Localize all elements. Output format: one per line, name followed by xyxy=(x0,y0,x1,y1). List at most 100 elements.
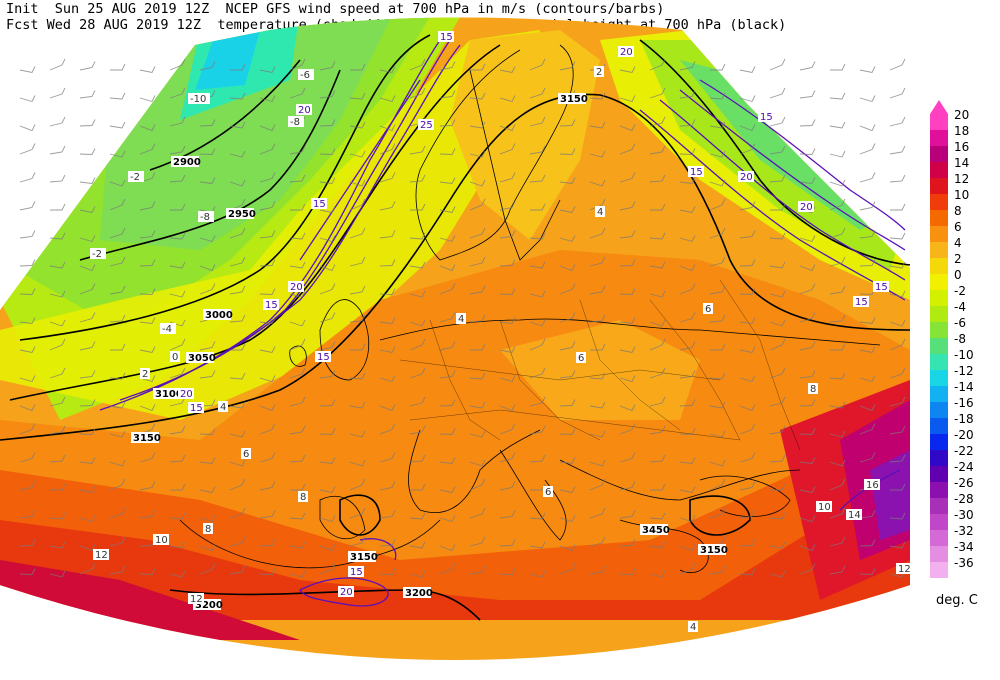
temperature-contour-label: 4 xyxy=(458,314,464,325)
wind-barb xyxy=(49,541,66,549)
height-contour-label: 3150 xyxy=(560,94,588,105)
wind-barb xyxy=(739,66,756,74)
wind-barb xyxy=(379,95,396,103)
temperature-contour-label: 4 xyxy=(597,207,603,218)
wind-barb xyxy=(499,230,516,239)
wind-barb xyxy=(709,150,726,158)
wind-barb xyxy=(859,66,876,74)
wind-barb xyxy=(889,512,906,520)
legend-label: 4 xyxy=(954,236,962,250)
wind-barb xyxy=(109,314,126,323)
legend-swatch xyxy=(930,370,948,386)
wind-barb xyxy=(319,235,336,243)
legend-label: -24 xyxy=(954,460,974,474)
wind-barb xyxy=(229,459,246,467)
wind-barb xyxy=(169,570,186,578)
legend-swatch xyxy=(930,258,948,274)
wind-barb xyxy=(259,201,276,211)
wind-barb xyxy=(589,430,606,438)
wind-barb xyxy=(679,119,696,127)
wind-barb xyxy=(259,481,276,491)
wind-barb xyxy=(49,174,66,183)
wind-barb xyxy=(469,198,486,211)
wind-barb xyxy=(169,87,186,99)
wind-barb xyxy=(769,454,786,463)
wind-barb xyxy=(409,367,426,379)
wind-barb xyxy=(589,459,606,467)
wind-barb xyxy=(199,428,216,435)
wind-barb xyxy=(559,264,576,272)
wind-barb xyxy=(349,121,366,129)
wind-barb xyxy=(439,515,456,523)
temperature-contour-label: 2 xyxy=(596,67,602,78)
label-background xyxy=(188,593,204,604)
wind-barb xyxy=(589,150,606,158)
wind-barb xyxy=(19,172,36,183)
legend-swatch xyxy=(930,402,948,418)
wind-barb xyxy=(139,124,156,132)
wind-barb xyxy=(619,259,636,267)
wind-barb xyxy=(79,563,96,575)
wind-barb xyxy=(469,314,486,323)
wind-barb xyxy=(109,150,126,158)
wind-barb xyxy=(799,148,816,155)
legend-label: -6 xyxy=(954,316,966,330)
wind-barb xyxy=(199,544,216,552)
label-background xyxy=(140,368,150,379)
legend-label: 20 xyxy=(954,108,970,122)
temperature-labels: -10 -8 -8 -6 -4 -2 -2 0 2 4 4 6 6 8 8 8 10 10 12 12 12 14 16 6 6… xyxy=(90,66,912,633)
temperature-contour-label: 8 xyxy=(205,524,211,535)
wind-barb xyxy=(49,425,66,435)
wind-barb xyxy=(529,290,546,298)
wind-barb xyxy=(469,536,486,547)
wind-barb xyxy=(499,452,516,463)
wind-barb xyxy=(49,367,66,379)
wind-barb xyxy=(409,570,426,578)
wind-barb xyxy=(439,283,456,295)
wind-barb xyxy=(739,317,756,324)
wind-barb xyxy=(739,481,756,491)
legend-label: -30 xyxy=(954,508,974,522)
wind-barb xyxy=(859,95,876,103)
height-contour-label: 3200 xyxy=(195,600,223,611)
wind-barb xyxy=(499,124,516,132)
wind-barb xyxy=(139,288,156,295)
wind-barb xyxy=(859,259,876,267)
wind-barb xyxy=(649,367,666,379)
wind-barb xyxy=(650,483,666,491)
wind-barb xyxy=(799,370,816,379)
label-background xyxy=(203,309,231,320)
wind-barb xyxy=(139,143,156,155)
wind-barb xyxy=(469,150,486,158)
wind-barb xyxy=(709,314,726,323)
legend-label: -2 xyxy=(954,284,966,298)
wind-barb xyxy=(289,512,306,520)
wind-barb xyxy=(409,87,426,99)
wind-barb xyxy=(439,312,456,323)
wind-barb xyxy=(289,319,306,327)
wind-barb xyxy=(139,66,156,74)
wind-barb xyxy=(589,227,606,239)
wind-barb xyxy=(79,515,96,523)
wind-barb xyxy=(889,541,906,549)
wind-barb xyxy=(379,259,396,267)
wind-barb xyxy=(49,396,66,407)
label-background xyxy=(153,534,169,545)
wind-barb xyxy=(79,457,96,464)
wind-barb xyxy=(709,121,726,129)
wind-barb xyxy=(529,396,546,407)
wind-barb xyxy=(469,459,486,467)
wind-barb xyxy=(79,90,96,99)
wind-barb xyxy=(379,317,396,324)
wind-barb xyxy=(770,203,786,211)
label-background xyxy=(218,401,228,412)
wind-barb xyxy=(199,283,216,295)
wind-barb xyxy=(829,227,846,239)
wind-contour-label: 20 xyxy=(290,282,303,293)
wind-barb xyxy=(469,372,486,380)
wind-barb xyxy=(19,66,36,74)
wind-barb xyxy=(889,145,906,155)
label-background xyxy=(203,523,213,534)
wind-barb xyxy=(139,201,156,211)
wind-barb xyxy=(19,346,36,354)
